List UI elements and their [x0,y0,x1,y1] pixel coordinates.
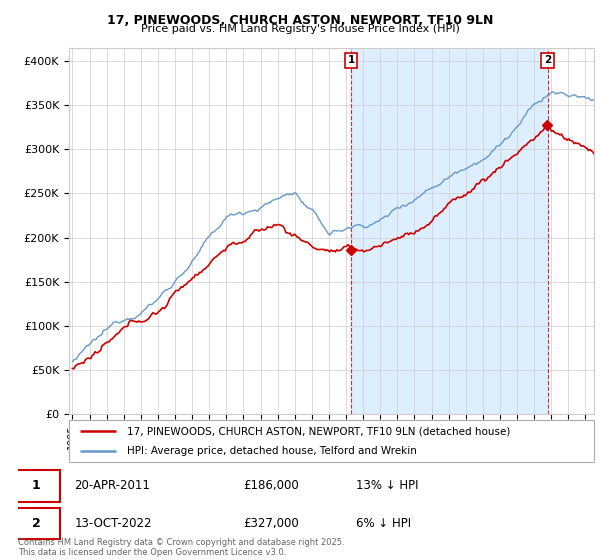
Text: 2: 2 [32,517,41,530]
FancyBboxPatch shape [69,420,594,462]
Text: £327,000: £327,000 [244,517,299,530]
Text: Price paid vs. HM Land Registry's House Price Index (HPI): Price paid vs. HM Land Registry's House … [140,24,460,34]
Text: 17, PINEWOODS, CHURCH ASTON, NEWPORT, TF10 9LN (detached house): 17, PINEWOODS, CHURCH ASTON, NEWPORT, TF… [127,426,510,436]
Text: 17, PINEWOODS, CHURCH ASTON, NEWPORT, TF10 9LN: 17, PINEWOODS, CHURCH ASTON, NEWPORT, TF… [107,14,493,27]
Text: HPI: Average price, detached house, Telford and Wrekin: HPI: Average price, detached house, Telf… [127,446,416,456]
Text: 1: 1 [347,55,355,66]
Text: 1: 1 [32,479,41,492]
Text: 6% ↓ HPI: 6% ↓ HPI [356,517,412,530]
Text: Contains HM Land Registry data © Crown copyright and database right 2025.
This d: Contains HM Land Registry data © Crown c… [18,538,344,557]
FancyBboxPatch shape [13,508,61,539]
Text: 13-OCT-2022: 13-OCT-2022 [74,517,152,530]
Text: 13% ↓ HPI: 13% ↓ HPI [356,479,419,492]
FancyBboxPatch shape [13,470,61,502]
Text: 2: 2 [544,55,551,66]
Bar [351,48,548,414]
Text: £186,000: £186,000 [244,479,299,492]
Text: 20-APR-2011: 20-APR-2011 [74,479,150,492]
